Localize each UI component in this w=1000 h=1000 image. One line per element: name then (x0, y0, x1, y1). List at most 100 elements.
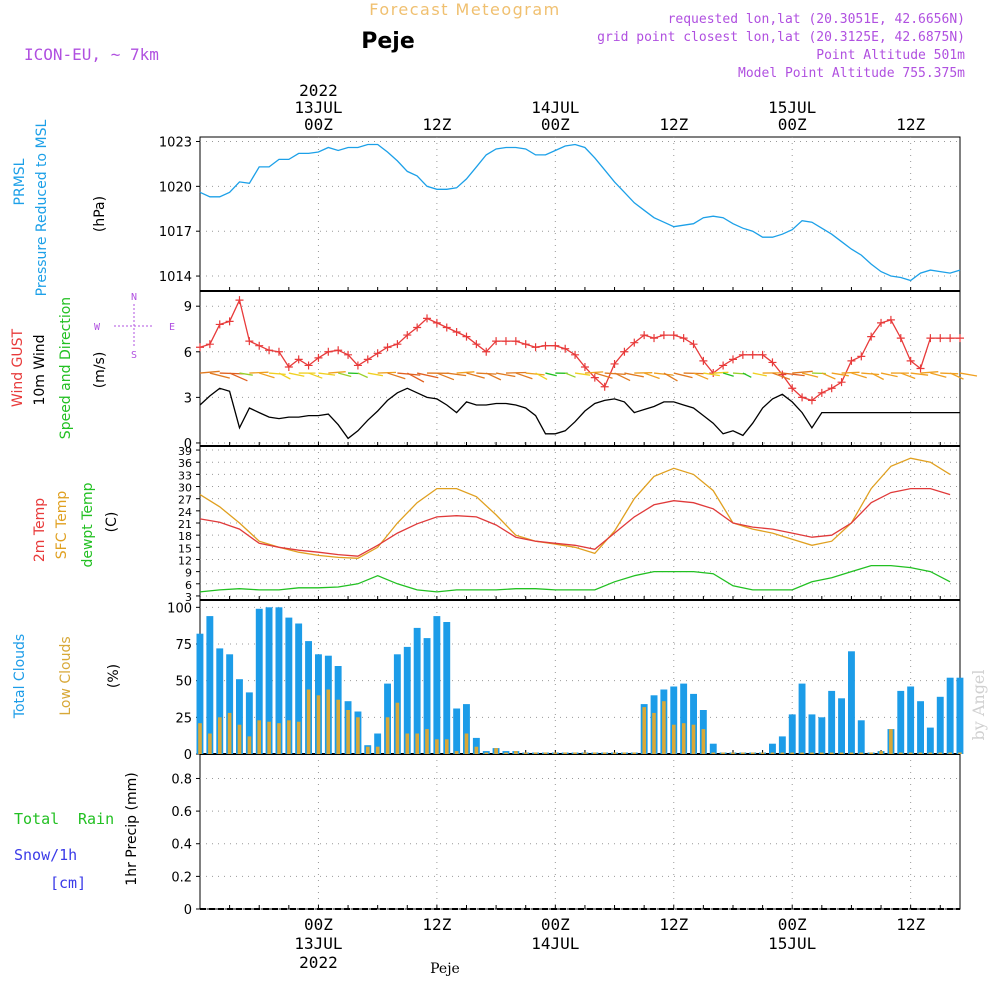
wind-direction-arrow (900, 372, 916, 380)
wind-direction-arrow (722, 372, 734, 377)
gust-marker (758, 350, 767, 359)
clouds-tick-label: 0 (184, 748, 192, 763)
wind-tick-label: 3 (184, 391, 192, 406)
gust-marker (748, 350, 757, 359)
gust-marker (344, 350, 353, 359)
chart-plot-area: 1014101710201023036936912151821242730333… (159, 81, 978, 972)
gust-marker (679, 334, 688, 343)
wind-direction-arrow (653, 372, 674, 376)
wind-tick-label: 6 (184, 346, 192, 361)
wind-direction-arrow (742, 372, 752, 378)
temperature-tick-label: 24 (178, 506, 192, 519)
wind-direction-arrow (318, 372, 336, 376)
gust-marker (472, 340, 481, 349)
low-cloud-bar (721, 752, 725, 754)
gust-marker (304, 361, 313, 370)
wind-direction-arrow (940, 372, 959, 375)
wind-direction-arrow (851, 372, 867, 379)
gust-marker (511, 337, 520, 346)
low-cloud-bar (523, 752, 528, 754)
gust-marker (620, 347, 629, 356)
gust-marker (205, 340, 214, 349)
low-cloud-bar (928, 752, 933, 754)
total-cloud-bar (818, 717, 826, 754)
total-cloud-bar (472, 737, 480, 754)
gust-marker (501, 337, 510, 346)
total-cloud-bar (196, 633, 204, 754)
low-cloud-bar (346, 710, 350, 754)
total-cloud-bar (936, 696, 944, 754)
gust-marker (640, 331, 649, 340)
wind-direction-arrow (436, 372, 455, 381)
total-cloud-bar (778, 736, 786, 754)
gust-marker (294, 355, 303, 364)
total-cloud-bar (463, 704, 470, 754)
clouds-tick-label: 75 (175, 638, 192, 653)
total-cloud-bar (670, 686, 678, 754)
wind-direction-arrow (308, 372, 323, 379)
clouds-frame (199, 599, 961, 755)
low-cloud-bar (247, 736, 252, 754)
gust-marker (383, 343, 392, 352)
total-cloud-bar (897, 690, 905, 754)
gust-marker (551, 341, 560, 350)
wind-tick-label: 0 (184, 437, 192, 452)
bottom-time-label: 12Z (659, 915, 688, 934)
gust-marker (492, 337, 501, 346)
total-cloud-bar (275, 607, 283, 754)
low-cloud-bar (612, 752, 617, 754)
gust-marker (561, 344, 570, 353)
precip-label-cm: [cm] (50, 874, 86, 892)
low-cloud-bar (563, 752, 567, 754)
temp-label-dewpt: dewpt Temp (80, 482, 96, 567)
total-cloud-bar (680, 683, 688, 754)
gust-marker (669, 331, 678, 340)
temperature-tick-label: 3 (185, 591, 192, 604)
low-cloud-bar (859, 752, 864, 754)
wind-direction-arrow (456, 371, 475, 374)
low-cloud-bar (938, 752, 943, 754)
temperature-tick-label: 12 (178, 554, 192, 567)
wind-direction-arrow (752, 372, 767, 377)
gust-marker (699, 356, 708, 365)
low-cloud-bar (474, 746, 479, 754)
low-cloud-bar (464, 733, 469, 754)
low-cloud-bar (879, 751, 883, 754)
gust-marker (442, 323, 451, 332)
precip-label-snow: Snow/1h (14, 846, 77, 864)
low-cloud-bar (573, 752, 577, 754)
wind-label-10m: 10m Wind (32, 334, 48, 405)
gust-marker (334, 346, 343, 355)
wind-direction-arrow (643, 372, 660, 380)
low-cloud-bar (296, 721, 301, 754)
wind-direction-arrow (466, 372, 485, 379)
wind-direction-arrow (269, 372, 286, 376)
wind-direction-arrow (861, 372, 880, 376)
low-cloud-bar (454, 751, 459, 754)
top-time-label: 00Z (778, 115, 807, 134)
top-time-label: 12Z (896, 115, 925, 134)
wind-direction-arrow (387, 372, 406, 380)
low-cloud-bar (869, 752, 873, 754)
low-cloud-bar (908, 752, 913, 754)
wind-direction-arrow (515, 372, 533, 380)
low-cloud-bar (839, 752, 844, 754)
top-time-label: 13JUL (294, 98, 342, 117)
temperature-tick-label: 21 (178, 518, 192, 531)
wind-direction-arrow (545, 372, 557, 377)
wind-direction-arrow (594, 372, 613, 379)
wind-direction-arrow (584, 371, 604, 374)
gust-marker (896, 334, 905, 343)
top-time-label: 12Z (659, 115, 688, 134)
pressure-line (199, 143, 961, 282)
gust-marker (196, 343, 204, 352)
gust-marker (274, 347, 283, 356)
gust-marker (788, 384, 797, 393)
low-cloud-bar (652, 712, 656, 754)
low-cloud-bar (691, 724, 696, 754)
low-cloud-bar (267, 721, 271, 754)
clouds-label-low: Low Clouds (58, 636, 74, 715)
temp-unit: (C) (104, 512, 120, 533)
wind-direction-arrow (831, 372, 849, 377)
